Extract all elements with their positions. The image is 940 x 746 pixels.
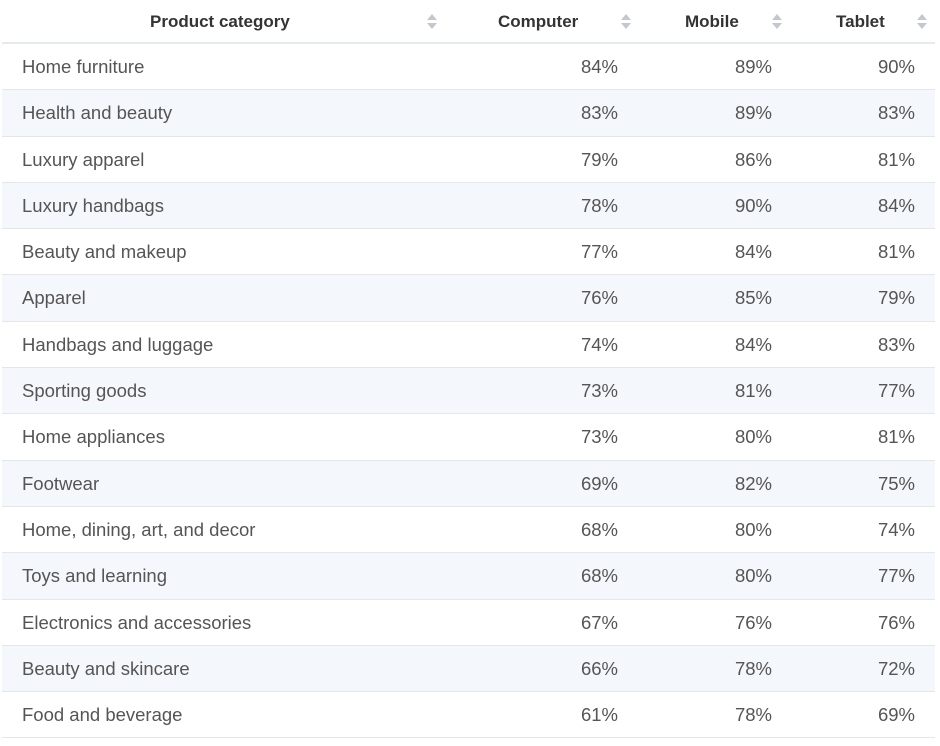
table-cell-tablet: 72% <box>877 657 915 679</box>
table-cell-product-category: Toys and learning <box>22 565 168 587</box>
table-cell-computer: 61% <box>580 704 618 726</box>
table-cell-tablet: 84% <box>877 194 915 216</box>
table-cell-computer: 73% <box>580 380 618 402</box>
table-cell-computer: 84% <box>580 56 618 77</box>
table-row: Beauty and makeup 77% 84% 81% <box>2 229 935 276</box>
table-cell-mobile: 78% <box>734 704 772 726</box>
table-cell-product-category: Electronics and accessories <box>22 611 252 633</box>
table-cell-product-category: Beauty and makeup <box>22 241 187 263</box>
table-cell-computer: 68% <box>580 518 618 540</box>
sort-arrows-icon[interactable] <box>427 13 437 31</box>
table-cell-tablet: 81% <box>877 148 915 170</box>
table-cell-tablet: 75% <box>877 472 915 494</box>
column-header-label: Tablet <box>836 12 885 31</box>
table-row: Food and beverage 61% 78% 69% <box>2 692 935 739</box>
table-cell-tablet: 83% <box>877 333 915 355</box>
sort-arrows-icon[interactable] <box>621 13 631 31</box>
table-cell-computer: 76% <box>580 287 618 309</box>
column-header-label: Computer <box>498 12 579 31</box>
table-cell-product-category: Food and beverage <box>22 704 183 726</box>
table-cell-mobile: 81% <box>734 380 772 402</box>
table-cell-mobile: 84% <box>734 241 772 263</box>
table-cell-product-category: Handbags and luggage <box>22 333 214 355</box>
table-row: Health and beauty 83% 89% 83% <box>2 90 935 137</box>
table-cell-computer: 73% <box>580 426 618 448</box>
table-cell-computer: 67% <box>580 611 618 633</box>
table-row: Sporting goods 73% 81% 77% <box>2 368 935 415</box>
column-header-label: Product category <box>150 12 290 31</box>
column-header-mobile[interactable]: Mobile <box>622 0 782 42</box>
table-cell-mobile: 84% <box>734 333 772 355</box>
table-cell-computer: 83% <box>580 102 618 124</box>
table-cell-tablet: 81% <box>877 241 915 263</box>
table-cell-mobile: 89% <box>734 102 772 124</box>
table-cell-product-category: Apparel <box>22 287 86 309</box>
table-cell-tablet: 69% <box>877 704 915 726</box>
column-header-tablet[interactable]: Tablet <box>782 0 935 42</box>
table-cell-computer: 79% <box>580 148 618 170</box>
table-cell-product-category: Footwear <box>22 472 100 494</box>
table-cell-tablet: 76% <box>877 611 915 633</box>
table-cell-computer: 78% <box>580 194 618 216</box>
table-row: Electronics and accessories 67% 76% 76% <box>2 599 935 646</box>
table-cell-product-category: Home, dining, art, and decor <box>22 518 256 540</box>
table-row: Luxury apparel 79% 86% 81% <box>2 136 935 183</box>
table-cell-mobile: 85% <box>734 287 772 309</box>
table-cell-mobile: 80% <box>734 518 772 540</box>
column-header-computer[interactable]: Computer <box>454 0 631 42</box>
table-cell-tablet: 90% <box>877 56 915 77</box>
table-row: Home, dining, art, and decor 68% 80% 74% <box>2 506 935 554</box>
table-cell-mobile: 89% <box>734 56 772 77</box>
table-row: Luxury handbags 78% 90% 84% <box>2 182 935 230</box>
table-cell-product-category: Home furniture <box>22 56 145 77</box>
table-cell-mobile: 76% <box>734 611 772 633</box>
table-cell-mobile: 86% <box>734 148 772 170</box>
table-cell-computer: 68% <box>580 565 618 587</box>
table-cell-product-category: Sporting goods <box>22 380 147 402</box>
table-row: Beauty and skincare 66% 78% 72% <box>2 645 935 693</box>
table-cell-tablet: 77% <box>877 565 915 587</box>
table-cell-tablet: 74% <box>877 518 915 540</box>
table-cell-product-category: Health and beauty <box>22 102 173 124</box>
table-row: Home furniture 84% 89% 90% <box>2 44 935 91</box>
table-cell-mobile: 90% <box>734 194 772 216</box>
table-cell-mobile: 80% <box>734 565 772 587</box>
table-row: Footwear 69% 82% 75% <box>2 460 935 507</box>
table-cell-computer: 66% <box>580 657 618 679</box>
table-cell-mobile: 78% <box>734 657 772 679</box>
table-cell-mobile: 82% <box>734 472 772 494</box>
table-row: Handbags and luggage 74% 84% 83% <box>2 321 935 369</box>
table-row: Apparel 76% 85% 79% <box>2 275 935 322</box>
table-cell-product-category: Luxury apparel <box>22 148 145 170</box>
column-header-product-category[interactable]: Product category <box>2 0 454 42</box>
table-cell-product-category: Luxury handbags <box>22 194 164 216</box>
sort-arrows-icon[interactable] <box>772 13 782 31</box>
table-cell-product-category: Beauty and skincare <box>22 657 190 679</box>
table-cell-tablet: 77% <box>877 380 915 402</box>
table-cell-computer: 77% <box>580 241 618 263</box>
table-row: Toys and learning 68% 80% 77% <box>2 553 935 600</box>
table-cell-tablet: 81% <box>877 426 915 448</box>
table-row: Home appliances 73% 80% 81% <box>2 414 935 461</box>
table-cell-computer: 74% <box>580 333 618 355</box>
table-cell-computer: 69% <box>580 472 618 494</box>
table-cell-product-category: Home appliances <box>22 426 165 448</box>
table-header: Product category Computer Mobile Tablet <box>2 0 935 44</box>
column-header-label: Mobile <box>685 12 739 31</box>
table-cell-mobile: 80% <box>734 426 772 448</box>
sort-arrows-icon[interactable] <box>917 13 927 31</box>
table-cell-tablet: 79% <box>877 287 915 309</box>
table-cell-tablet: 83% <box>877 102 915 124</box>
table-body: Home furniture 84% 89% 90% Health and beauty… <box>2 44 935 739</box>
